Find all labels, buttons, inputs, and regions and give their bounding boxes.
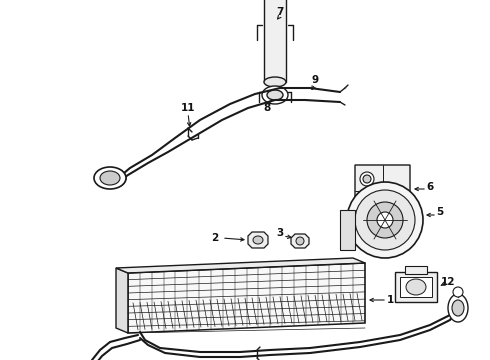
Bar [400,277,432,297]
Ellipse shape [360,172,374,186]
Ellipse shape [94,167,126,189]
Ellipse shape [453,287,463,297]
Ellipse shape [104,172,120,184]
Polygon shape [355,165,410,217]
Polygon shape [116,258,365,273]
Text: 7: 7 [276,7,284,17]
Ellipse shape [389,195,397,203]
Ellipse shape [363,175,371,183]
Text: 9: 9 [312,75,318,85]
Text: 6: 6 [426,182,434,192]
Text: 1: 1 [387,295,393,305]
Ellipse shape [100,171,120,185]
Text: 11: 11 [181,103,195,113]
Bar [405,266,427,274]
Polygon shape [128,263,365,333]
Text: 8: 8 [264,103,270,113]
Bar [340,210,355,250]
Polygon shape [248,232,268,248]
Ellipse shape [386,192,400,206]
Ellipse shape [98,168,126,188]
Ellipse shape [262,86,288,104]
Ellipse shape [452,300,464,316]
Ellipse shape [355,190,415,250]
Ellipse shape [253,236,263,244]
Ellipse shape [267,90,283,100]
Ellipse shape [406,279,426,295]
Text: 5: 5 [437,207,443,217]
Polygon shape [116,268,128,333]
Ellipse shape [347,182,423,258]
Ellipse shape [367,202,403,238]
Text: 2: 2 [211,233,219,243]
Ellipse shape [448,294,468,322]
Text: 12: 12 [441,277,455,287]
Text: 3: 3 [276,228,284,238]
Polygon shape [291,234,309,248]
Bar [395,272,437,302]
Ellipse shape [296,237,304,245]
Ellipse shape [377,212,393,228]
Ellipse shape [264,77,286,87]
Bar [264,0,286,82]
